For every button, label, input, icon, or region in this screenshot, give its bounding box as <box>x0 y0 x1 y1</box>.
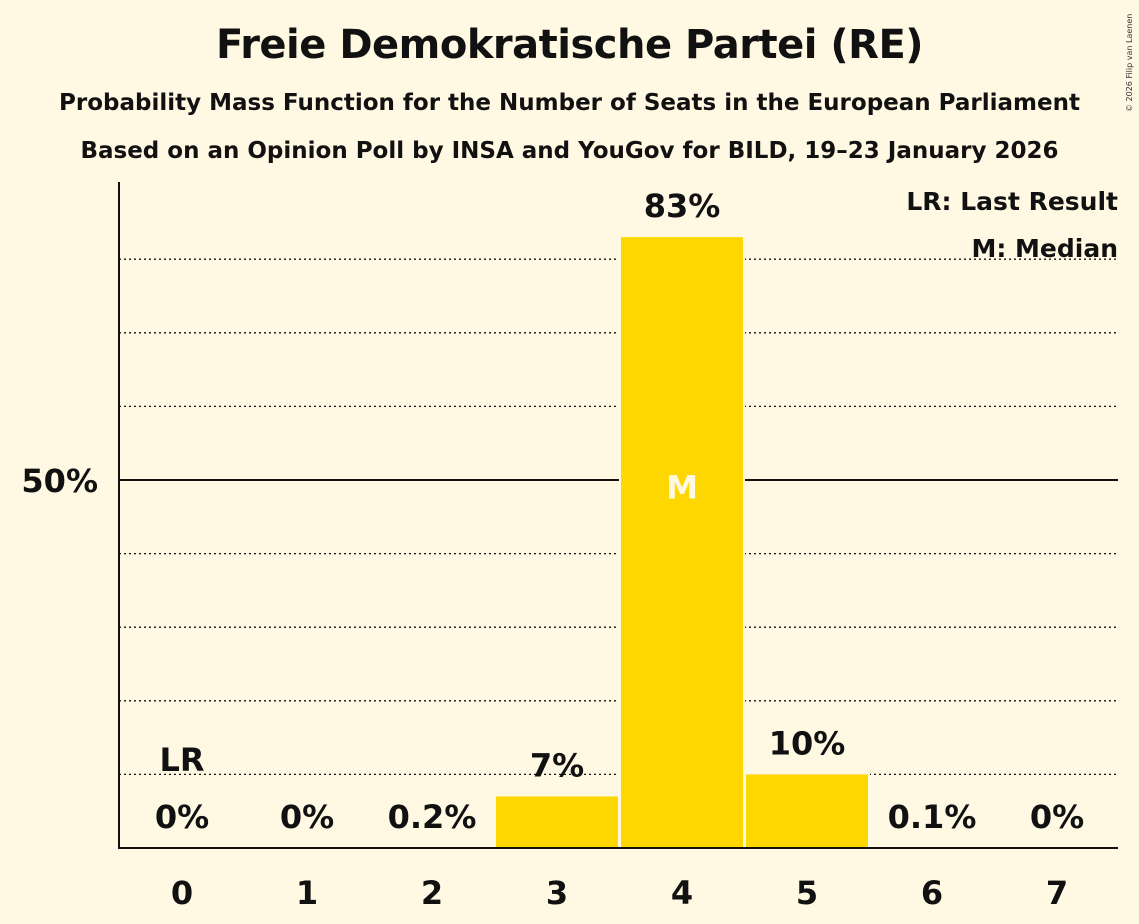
value-label: 0.2% <box>388 798 477 836</box>
last-result-marker: LR <box>159 741 204 779</box>
y-tick-label: 50% <box>21 462 98 500</box>
chart-title: Freie Demokratische Partei (RE) <box>215 22 924 68</box>
x-tick-label: 3 <box>546 874 568 912</box>
value-label: 0.1% <box>888 798 977 836</box>
chart-source-subtitle: Based on an Opinion Poll by INSA and You… <box>80 138 1059 164</box>
x-tick-label: 7 <box>1046 874 1068 912</box>
bar-3 <box>496 796 618 848</box>
x-tick-label: 1 <box>296 874 318 912</box>
x-tick-label: 0 <box>171 874 193 912</box>
value-label: 83% <box>644 187 721 225</box>
chart-subtitle: Probability Mass Function for the Number… <box>59 90 1080 116</box>
value-label: 0% <box>280 798 334 836</box>
x-tick-label: 6 <box>921 874 943 912</box>
legend-entry: M: Median <box>971 234 1118 263</box>
bar-4 <box>621 237 743 848</box>
x-tick-label: 5 <box>796 874 818 912</box>
x-tick-label: 2 <box>421 874 443 912</box>
value-label: 0% <box>155 798 209 836</box>
legend-entry: LR: Last Result <box>906 187 1118 216</box>
value-label: 10% <box>769 724 846 762</box>
median-marker: M <box>666 469 698 507</box>
value-label: 7% <box>530 746 584 784</box>
value-label: 0% <box>1030 798 1084 836</box>
x-tick-label: 4 <box>671 874 693 912</box>
bar-5 <box>746 774 868 848</box>
